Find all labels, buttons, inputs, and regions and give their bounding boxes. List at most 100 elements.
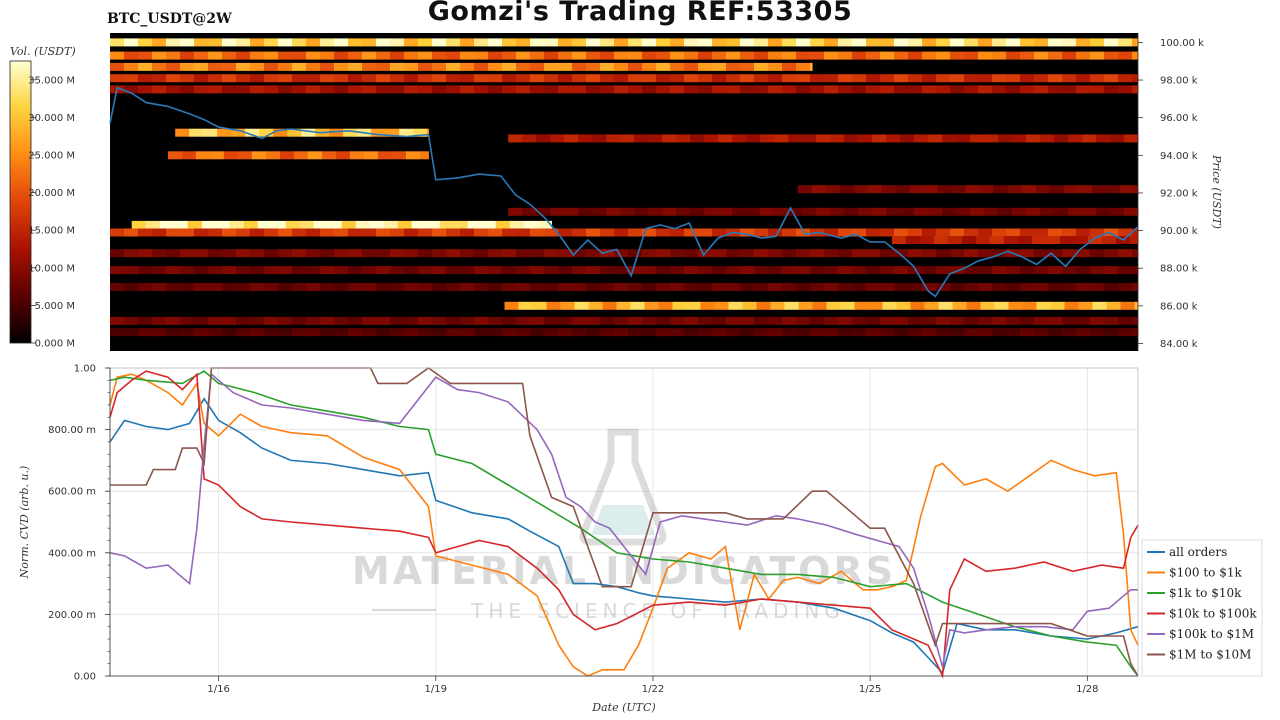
heatmap-band-1: [334, 51, 349, 60]
heatmap-band-11: [334, 228, 349, 237]
heatmap-band-0: [250, 38, 265, 47]
heatmap-band-17: [390, 316, 405, 325]
heatmap-band-14: [1076, 266, 1091, 275]
heatmap-band-3: [180, 74, 195, 83]
heatmap-band-14: [488, 266, 503, 275]
heatmap-band-14: [852, 266, 867, 275]
heatmap-band-11: [824, 228, 839, 237]
heatmap-band-17: [572, 316, 587, 325]
heatmap-band-16: [798, 301, 813, 310]
heatmap-band-4: [852, 85, 867, 94]
heatmap-band-14: [824, 266, 839, 275]
heatmap-band-1: [642, 51, 657, 60]
heatmap-band-11: [1062, 228, 1077, 237]
heatmap-band-7: [195, 151, 211, 160]
heatmap-band-14: [880, 266, 895, 275]
heatmap-band-9: [942, 207, 957, 216]
heatmap-band-4: [726, 85, 741, 94]
heatmap-band-3: [740, 74, 755, 83]
heatmap-band-10: [299, 220, 315, 229]
heatmap-band-2: [614, 62, 629, 71]
legend-label-3: $10k to $100k: [1169, 607, 1257, 621]
heatmap-band-11: [1090, 228, 1105, 237]
heatmap-band-17: [250, 316, 265, 325]
heatmap-band-13: [950, 249, 965, 258]
heatmap-band-13: [726, 249, 741, 258]
heatmap-band-17: [236, 316, 251, 325]
heatmap-band-15: [950, 283, 965, 291]
heatmap-band-1: [222, 51, 237, 60]
heatmap-band-9: [774, 207, 789, 216]
heatmap-band-17: [348, 316, 363, 325]
heatmap-band-14: [572, 266, 587, 275]
heatmap-band-13: [992, 249, 1007, 258]
heatmap-band-17: [740, 316, 755, 325]
heatmap-band-9: [816, 207, 831, 216]
heatmap-band-13: [446, 249, 461, 258]
heatmap-band-0: [642, 38, 657, 47]
heatmap-band-3: [1090, 74, 1105, 83]
heatmap-band-4: [334, 85, 349, 94]
heatmap-band-7: [181, 151, 197, 160]
heatmap-band-10: [369, 220, 385, 229]
heatmap-band-18: [110, 328, 125, 337]
heatmap-band-11: [208, 228, 223, 237]
heatmap-band-6: [746, 134, 761, 143]
heatmap-band-7: [377, 151, 393, 160]
heatmap-band-15: [488, 283, 503, 291]
heatmap-band-1: [208, 51, 223, 60]
heatmap-band-1: [516, 51, 531, 60]
heatmap-band-3: [964, 74, 979, 83]
heatmap-band-11: [110, 228, 125, 237]
heatmap-band-1: [1104, 51, 1119, 60]
heatmap-band-10: [215, 220, 231, 229]
heatmap-band-7: [391, 151, 407, 160]
heatmap-band-0: [572, 38, 587, 47]
colorbar-tick-label: 30.000 M: [28, 113, 75, 124]
legend: all orders $100 to $1k $1k to $10k $10k to …: [1141, 539, 1263, 677]
legend-label-2: $1k to $10k: [1169, 586, 1242, 600]
heatmap-band-0: [950, 38, 965, 47]
heatmap-band-13: [194, 249, 209, 258]
heatmap-band-13: [614, 249, 629, 258]
legend-box: [1141, 539, 1263, 677]
heatmap-band-3: [824, 74, 839, 83]
heatmap-band-2: [432, 62, 447, 71]
heatmap-band-3: [642, 74, 657, 83]
heatmap-band-2: [796, 62, 811, 71]
heatmap-band-16: [588, 301, 603, 310]
heatmap-band-15: [222, 283, 237, 291]
cvd-y-tick-label: 200.00 m: [48, 610, 96, 621]
heatmap-band-1: [852, 51, 867, 60]
heatmap-band-1: [684, 51, 699, 60]
heatmap-band-4: [642, 85, 657, 94]
heatmap-band-3: [152, 74, 167, 83]
heatmap-band-8: [979, 185, 995, 194]
heatmap-band-15: [390, 283, 405, 291]
heatmap-band-4: [782, 85, 797, 94]
heatmap-band-12: [1059, 236, 1075, 244]
heatmap-band-6: [1012, 134, 1027, 143]
heatmap-band-3: [698, 74, 713, 83]
heatmap-band-17: [488, 316, 503, 325]
heatmap-band-12: [905, 236, 921, 244]
heatmap-band-14: [558, 266, 573, 275]
heatmap-band-15: [964, 283, 979, 291]
heatmap-band-5: [189, 128, 204, 137]
heatmap-band-17: [292, 316, 307, 325]
heatmap-band-1: [810, 51, 825, 60]
heatmap-band-14: [936, 266, 951, 275]
heatmap-band-0: [138, 38, 153, 47]
heatmap-band-2: [740, 62, 755, 71]
heatmap-band-17: [922, 316, 937, 325]
heatmap-band-15: [544, 283, 559, 291]
heatmap-band-14: [432, 266, 447, 275]
heatmap-band-15: [670, 283, 685, 291]
heatmap-band-1: [740, 51, 755, 60]
heatmap-band-0: [922, 38, 937, 47]
heatmap-band-0: [908, 38, 923, 47]
price-tick-label: 94.00 k: [1160, 151, 1198, 162]
watermark-title: MATERIAL INDICATORS: [352, 549, 896, 593]
heatmap-band-4: [292, 85, 307, 94]
colorbar-tick-label: 35.000 M: [28, 75, 75, 86]
